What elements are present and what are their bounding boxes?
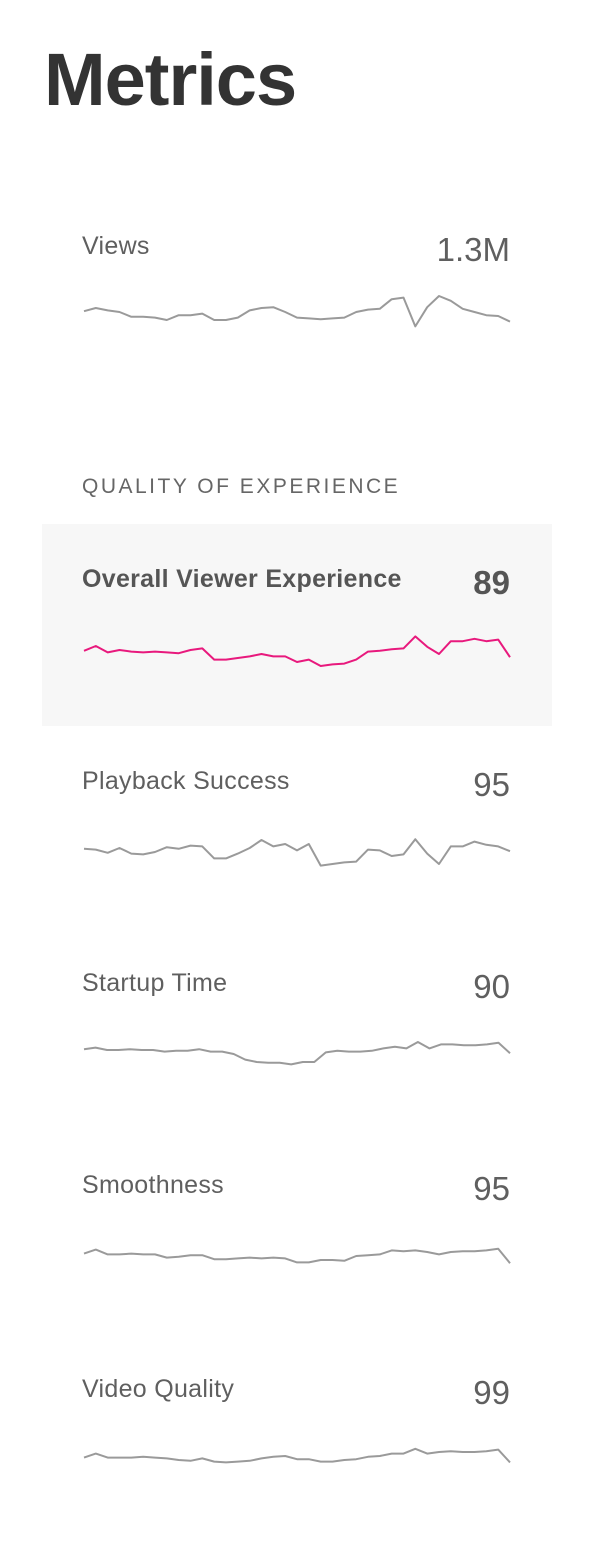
sparkline-startup-time <box>83 1041 511 1066</box>
sparkline-smoothness <box>83 1247 511 1264</box>
sparkline-playback-success <box>83 838 511 867</box>
metric-label: Video Quality <box>82 1375 235 1403</box>
sparkline-video-quality <box>83 1447 511 1464</box>
sparkline-trend-line <box>83 1447 511 1464</box>
sparkline-trend-line <box>83 295 511 328</box>
metric-value: 1.3M <box>436 231 510 268</box>
metric-value: 95 <box>473 1170 510 1207</box>
sparkline-trend-line <box>83 1247 511 1264</box>
sparkline-overall-viewer-experience <box>83 635 511 667</box>
metric-video-quality[interactable]: Video Quality 99 <box>42 1332 552 1534</box>
sparkline-trend-line <box>83 838 511 867</box>
sparkline-trend-line <box>83 635 511 667</box>
page-title: Metrics <box>44 38 297 121</box>
metric-smoothness[interactable]: Smoothness 95 <box>42 1130 552 1332</box>
metric-value: 95 <box>473 766 510 803</box>
metric-label: Overall Viewer Experience <box>82 565 402 593</box>
metric-overall-viewer-experience[interactable]: Overall Viewer Experience 89 <box>42 524 552 726</box>
metric-views[interactable]: Views 1.3M <box>42 214 552 404</box>
metric-value: 90 <box>473 968 510 1005</box>
metric-value: 99 <box>473 1374 510 1411</box>
metric-playback-success[interactable]: Playback Success 95 <box>42 726 552 928</box>
metric-label: Playback Success <box>82 767 290 795</box>
metric-value: 89 <box>473 564 510 601</box>
sparkline-trend-line <box>83 1041 511 1066</box>
metric-label: Views <box>82 232 150 260</box>
metric-startup-time[interactable]: Startup Time 90 <box>42 928 552 1130</box>
sparkline-views <box>83 295 511 328</box>
section-heading-quality: QUALITY OF EXPERIENCE <box>82 475 401 498</box>
metric-label: Startup Time <box>82 969 228 997</box>
metric-label: Smoothness <box>82 1171 224 1199</box>
